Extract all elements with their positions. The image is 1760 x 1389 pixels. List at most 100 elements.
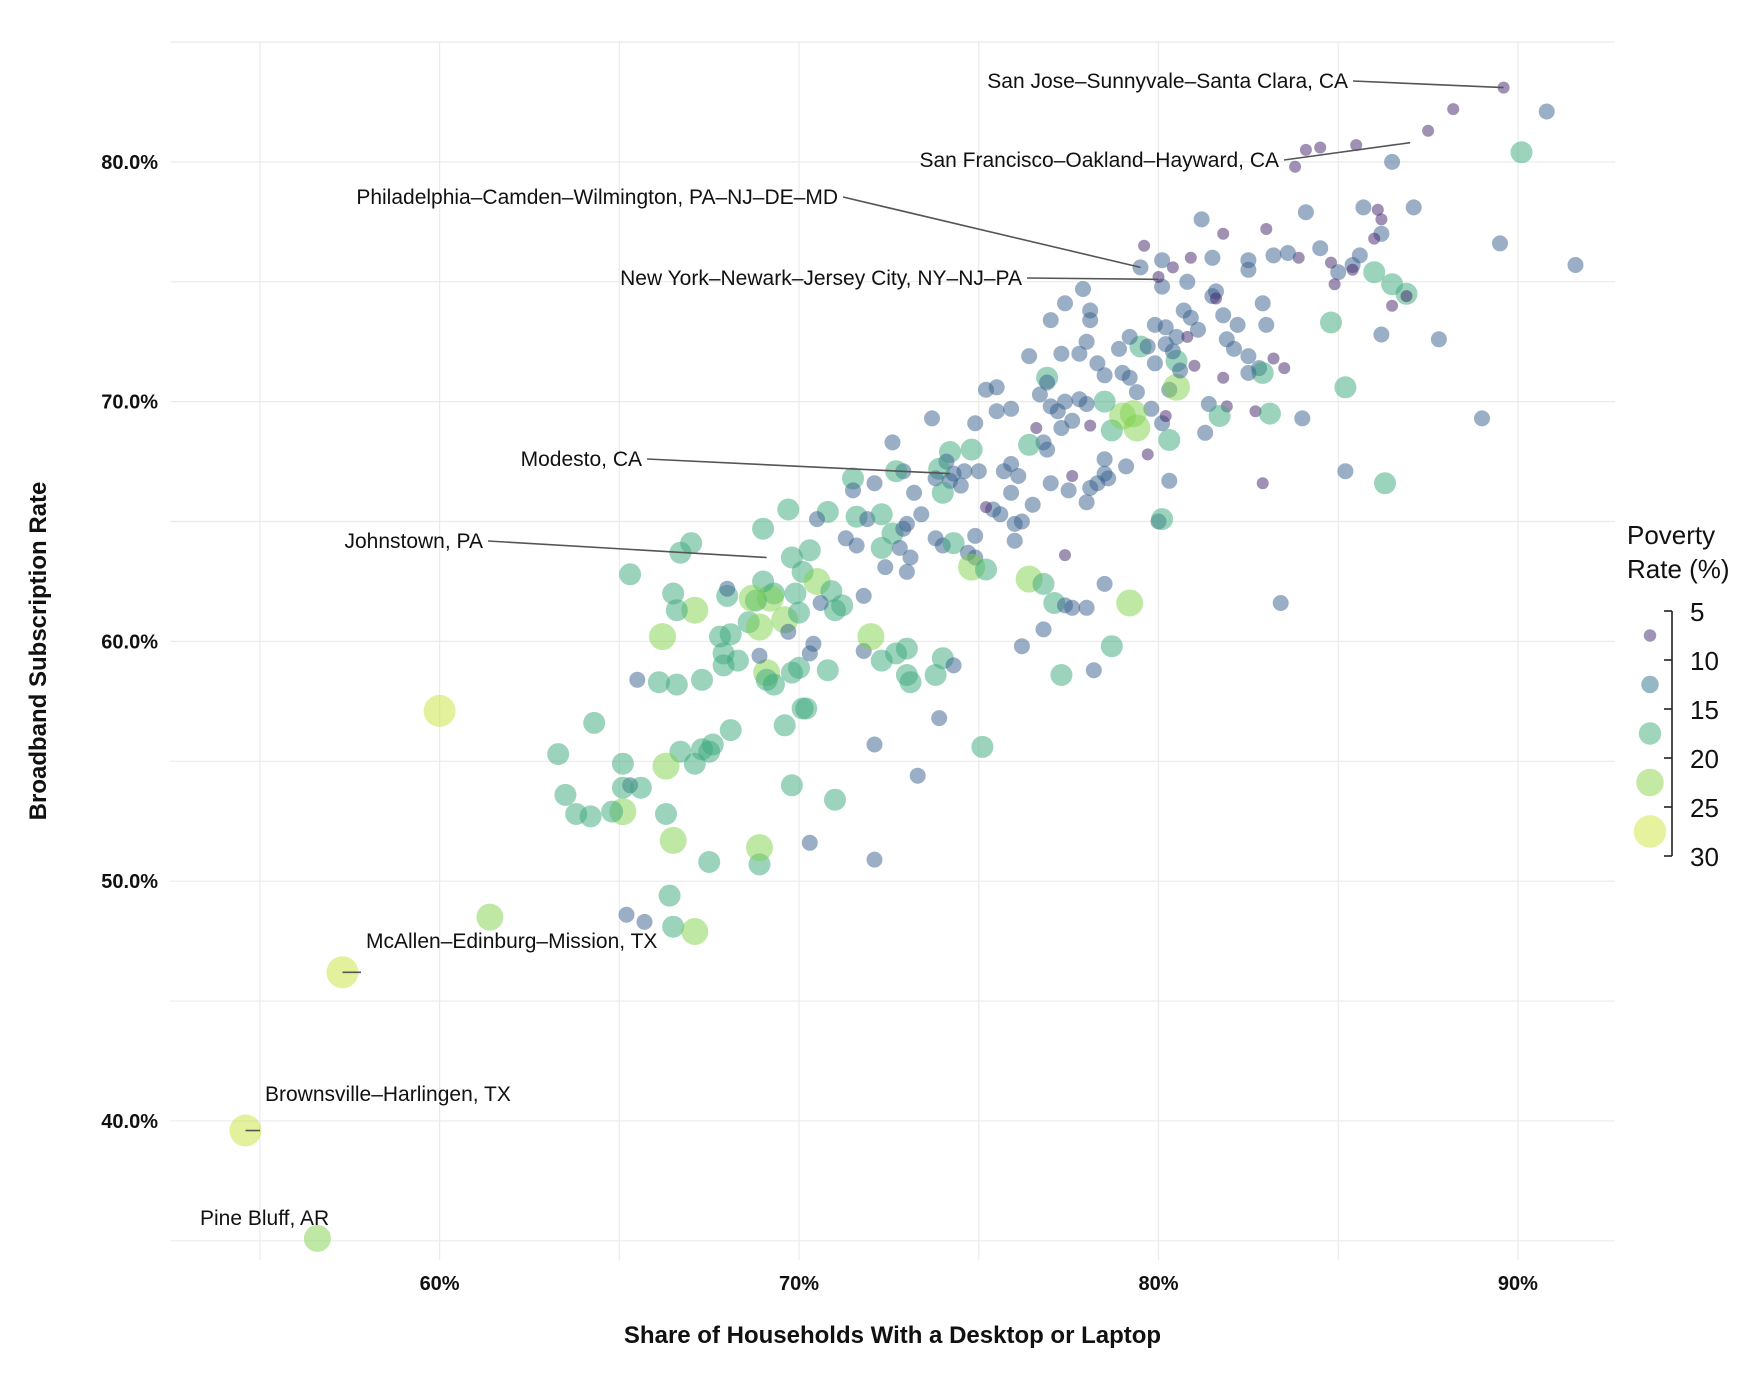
data-point bbox=[931, 710, 948, 727]
data-point bbox=[870, 536, 893, 559]
data-point bbox=[1082, 302, 1099, 319]
data-point bbox=[924, 664, 947, 686]
data-point bbox=[870, 503, 893, 526]
data-point bbox=[1254, 295, 1271, 312]
annotation-leader bbox=[646, 458, 951, 475]
y-tick-label: 70.0% bbox=[101, 392, 158, 414]
data-point bbox=[1089, 355, 1106, 372]
data-point bbox=[619, 563, 642, 586]
data-point bbox=[1267, 352, 1280, 365]
data-point bbox=[611, 752, 634, 775]
data-point bbox=[956, 463, 973, 480]
data-point bbox=[1320, 311, 1342, 334]
data-point bbox=[1258, 316, 1275, 333]
data-point bbox=[681, 596, 709, 624]
data-point bbox=[845, 482, 861, 499]
data-point bbox=[1075, 281, 1091, 297]
data-point bbox=[746, 834, 773, 862]
data-point bbox=[1006, 532, 1023, 549]
data-point bbox=[1330, 264, 1347, 281]
data-point bbox=[1163, 373, 1190, 401]
data-point bbox=[988, 403, 1005, 420]
annotation-label: McAllen–Edinburg–Mission, TX bbox=[366, 930, 657, 953]
data-point bbox=[1210, 292, 1222, 305]
data-point bbox=[1272, 595, 1289, 611]
y-tick-label: 40.0% bbox=[101, 1111, 158, 1133]
data-point bbox=[1078, 494, 1095, 511]
annotation-leader bbox=[1352, 80, 1504, 89]
data-point bbox=[1204, 249, 1221, 266]
data-point bbox=[719, 580, 736, 597]
data-point bbox=[924, 410, 940, 427]
data-point bbox=[1096, 367, 1113, 384]
data-point bbox=[1159, 410, 1172, 422]
data-point bbox=[1240, 348, 1257, 365]
annotation-label: Pine Bluff, AR bbox=[200, 1207, 329, 1230]
data-point bbox=[1030, 422, 1043, 434]
annotation-label: New York–Newark–Jersey City, NY–NJ–PA bbox=[620, 267, 1022, 290]
legend-scale-label: 20 bbox=[1690, 744, 1719, 774]
data-point bbox=[971, 735, 994, 758]
data-point bbox=[1510, 141, 1533, 164]
data-point bbox=[857, 623, 885, 651]
legend-marker bbox=[1641, 675, 1659, 694]
data-point bbox=[952, 477, 969, 494]
gridlines bbox=[170, 41, 1615, 1260]
data-point bbox=[1085, 662, 1102, 679]
data-point bbox=[975, 558, 997, 581]
data-point bbox=[554, 783, 577, 806]
data-point bbox=[1294, 410, 1311, 427]
data-point bbox=[877, 559, 894, 576]
data-point bbox=[751, 647, 768, 664]
data-point bbox=[1100, 470, 1117, 487]
data-point bbox=[1260, 223, 1273, 235]
data-point bbox=[866, 475, 883, 492]
data-point bbox=[780, 661, 803, 684]
data-point bbox=[665, 673, 688, 696]
data-point bbox=[611, 776, 634, 799]
data-point bbox=[1172, 362, 1189, 379]
data-point bbox=[1039, 374, 1056, 391]
data-point bbox=[762, 673, 785, 696]
data-point bbox=[1355, 199, 1372, 216]
data-point bbox=[1059, 549, 1071, 562]
data-point bbox=[1325, 256, 1337, 269]
data-point bbox=[1430, 331, 1447, 348]
data-point bbox=[866, 736, 883, 753]
data-point bbox=[855, 587, 872, 604]
data-point bbox=[870, 649, 893, 672]
data-point bbox=[902, 549, 919, 566]
data-point bbox=[1003, 400, 1020, 417]
data-point bbox=[1368, 232, 1381, 245]
annotation-leader bbox=[842, 196, 1141, 269]
data-point bbox=[1265, 247, 1282, 264]
data-point bbox=[798, 539, 821, 562]
data-point bbox=[1146, 316, 1163, 333]
data-point bbox=[636, 913, 653, 930]
data-point bbox=[1039, 441, 1056, 458]
data-point bbox=[1071, 345, 1088, 362]
data-point bbox=[1567, 257, 1584, 273]
annotations: San Jose–Sunnyvale–Santa Clara, CA San Fr… bbox=[200, 70, 1504, 1230]
data-point bbox=[1111, 340, 1127, 357]
data-point bbox=[1297, 204, 1314, 221]
data-point bbox=[1492, 235, 1508, 252]
data-point bbox=[1386, 299, 1399, 312]
data-point bbox=[1166, 261, 1179, 274]
legend-scale-label: 25 bbox=[1690, 793, 1719, 823]
data-point bbox=[1053, 345, 1070, 362]
y-tick-label: 60.0% bbox=[101, 631, 158, 653]
data-point bbox=[824, 788, 846, 811]
annotation-label: Modesto, CA bbox=[521, 448, 642, 471]
data-point bbox=[1363, 261, 1386, 284]
data-point bbox=[712, 642, 735, 665]
data-point bbox=[1249, 405, 1262, 418]
data-point bbox=[1184, 251, 1197, 264]
data-point bbox=[899, 671, 922, 694]
data-point bbox=[1179, 273, 1196, 290]
data-point bbox=[1328, 278, 1341, 291]
data-point bbox=[565, 803, 588, 825]
data-point bbox=[1217, 371, 1230, 384]
